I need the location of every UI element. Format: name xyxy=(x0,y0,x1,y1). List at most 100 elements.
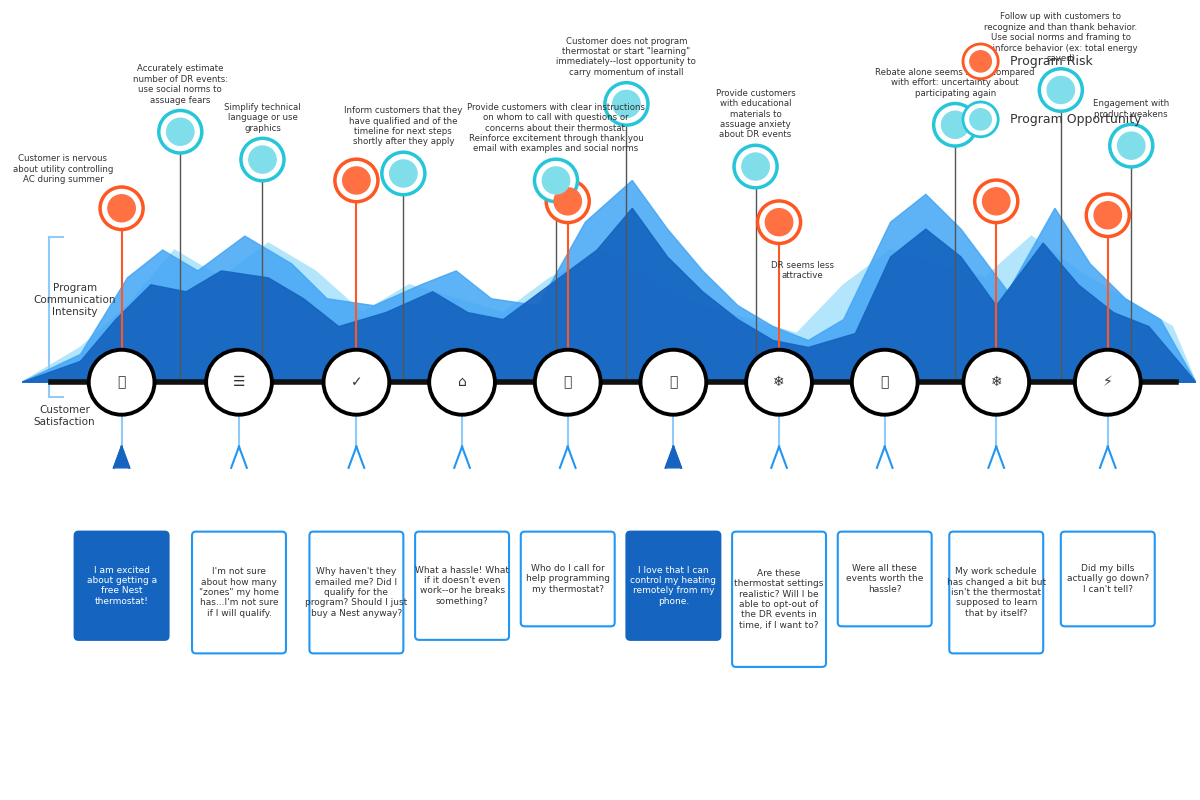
FancyBboxPatch shape xyxy=(310,532,403,654)
Circle shape xyxy=(546,180,589,222)
Text: Provide customers with clear instructions
on whom to call with questions or
conc: Provide customers with clear instruction… xyxy=(467,102,644,154)
Circle shape xyxy=(974,180,1018,222)
Polygon shape xyxy=(22,181,1196,382)
FancyBboxPatch shape xyxy=(521,532,614,626)
Text: I am excited
about getting a
free Nest
thermostat!: I am excited about getting a free Nest t… xyxy=(86,566,157,606)
Circle shape xyxy=(1110,124,1153,167)
Circle shape xyxy=(324,350,389,414)
Text: Are these
thermostat settings
realistic? Will I be
able to opt-out of
the DR eve: Are these thermostat settings realistic?… xyxy=(734,569,823,630)
Text: Follow up with customers to
recognize and than thank behavior.
Use social norms : Follow up with customers to recognize an… xyxy=(984,12,1138,63)
Text: Did my bills
actually go down?
I can't tell?: Did my bills actually go down? I can't t… xyxy=(1067,564,1148,594)
Circle shape xyxy=(934,103,977,146)
Circle shape xyxy=(852,350,918,414)
Text: ⚡: ⚡ xyxy=(1103,375,1112,390)
Text: ⌂: ⌂ xyxy=(457,375,467,390)
FancyBboxPatch shape xyxy=(415,532,509,640)
Text: Rebate alone seems small compared
with effort: uncertainty about
participating a: Rebate alone seems small compared with e… xyxy=(876,68,1034,98)
Circle shape xyxy=(343,167,370,194)
Circle shape xyxy=(605,82,648,125)
Circle shape xyxy=(248,146,276,173)
FancyBboxPatch shape xyxy=(838,532,931,626)
Text: 💲: 💲 xyxy=(881,375,889,390)
FancyBboxPatch shape xyxy=(949,532,1043,654)
Circle shape xyxy=(641,350,707,414)
Polygon shape xyxy=(560,446,576,468)
Polygon shape xyxy=(455,446,470,468)
Text: Simplify technical
language or use
graphics: Simplify technical language or use graph… xyxy=(224,102,301,133)
Circle shape xyxy=(983,188,1010,215)
Circle shape xyxy=(1117,132,1145,159)
Circle shape xyxy=(962,102,998,137)
Text: What a hassle! What
if it doesn't even
work--or he breaks
something?: What a hassle! What if it doesn't even w… xyxy=(415,566,509,606)
Circle shape xyxy=(158,110,202,153)
Text: Program Opportunity: Program Opportunity xyxy=(1010,113,1141,126)
Circle shape xyxy=(962,44,998,78)
Polygon shape xyxy=(22,236,1196,382)
Polygon shape xyxy=(666,446,682,468)
Text: Inform customers that they
have qualified and of the
timeline for next steps
sho: Inform customers that they have qualifie… xyxy=(344,106,462,146)
Polygon shape xyxy=(877,446,893,468)
Text: Program
Communication
Intensity: Program Communication Intensity xyxy=(34,283,116,317)
Polygon shape xyxy=(989,446,1004,468)
Text: ☰: ☰ xyxy=(233,375,245,390)
Text: ✓: ✓ xyxy=(350,375,362,390)
Circle shape xyxy=(390,160,418,187)
Circle shape xyxy=(1075,350,1141,414)
Polygon shape xyxy=(232,446,247,468)
Text: I love that I can
control my heating
remotely from my
phone.: I love that I can control my heating rem… xyxy=(630,566,716,606)
Circle shape xyxy=(734,146,778,188)
Circle shape xyxy=(970,50,991,72)
Polygon shape xyxy=(114,446,130,468)
Circle shape xyxy=(1094,202,1122,229)
Text: Accurately estimate
number of DR events:
use social norms to
assuage fears: Accurately estimate number of DR events:… xyxy=(133,65,228,105)
FancyBboxPatch shape xyxy=(732,532,826,667)
Circle shape xyxy=(746,350,812,414)
Circle shape xyxy=(167,118,194,146)
Text: DR seems less
attractive: DR seems less attractive xyxy=(772,261,834,280)
Circle shape xyxy=(430,350,494,414)
Circle shape xyxy=(766,209,793,236)
Text: Customer is nervous
about utility controlling
AC during summer: Customer is nervous about utility contro… xyxy=(13,154,113,184)
Circle shape xyxy=(100,187,143,230)
Text: My work schedule
has changed a bit but
isn't the thermostat
supposed to learn
th: My work schedule has changed a bit but i… xyxy=(947,567,1046,618)
Circle shape xyxy=(1039,69,1082,111)
Circle shape xyxy=(535,350,601,414)
FancyBboxPatch shape xyxy=(192,532,286,654)
FancyBboxPatch shape xyxy=(74,532,168,640)
Text: ❄: ❄ xyxy=(990,375,1002,390)
Circle shape xyxy=(335,159,378,202)
Circle shape xyxy=(942,111,968,138)
Circle shape xyxy=(1086,194,1129,237)
Circle shape xyxy=(554,188,582,215)
Polygon shape xyxy=(772,446,787,468)
FancyBboxPatch shape xyxy=(1061,532,1154,626)
Text: Customer
Satisfaction: Customer Satisfaction xyxy=(34,406,95,427)
Text: Who do I call for
help programming
my thermostat?: Who do I call for help programming my th… xyxy=(526,564,610,594)
Polygon shape xyxy=(1100,446,1116,468)
Circle shape xyxy=(206,350,272,414)
Text: Engagement with
product weakens: Engagement with product weakens xyxy=(1093,99,1169,118)
Text: Customer does not program
thermostat or start "learning"
immediately--lost oppor: Customer does not program thermostat or … xyxy=(557,37,696,77)
Polygon shape xyxy=(348,446,365,468)
Text: 📢: 📢 xyxy=(118,375,126,390)
Circle shape xyxy=(89,350,155,414)
Text: 💬: 💬 xyxy=(564,375,572,390)
Polygon shape xyxy=(22,208,1196,382)
Circle shape xyxy=(970,109,991,130)
Circle shape xyxy=(742,153,769,180)
FancyBboxPatch shape xyxy=(626,532,720,640)
Text: Why haven't they
emailed me? Did I
qualify for the
program? Should I just
buy a : Why haven't they emailed me? Did I quali… xyxy=(305,567,408,618)
Text: ❄: ❄ xyxy=(773,375,785,390)
Text: ⏻: ⏻ xyxy=(670,375,678,390)
Circle shape xyxy=(534,159,577,202)
Text: Program Risk: Program Risk xyxy=(1010,55,1093,68)
Circle shape xyxy=(542,167,570,194)
Text: Were all these
events worth the
hassle?: Were all these events worth the hassle? xyxy=(846,564,924,594)
Circle shape xyxy=(964,350,1030,414)
Text: I'm not sure
about how many
"zones" my home
has...I'm not sure
if I will qualify: I'm not sure about how many "zones" my h… xyxy=(199,567,278,618)
Circle shape xyxy=(108,194,136,222)
Circle shape xyxy=(382,152,425,194)
Circle shape xyxy=(1048,77,1074,103)
Text: Provide customers
with educational
materials to
assuage anxiety
about DR events: Provide customers with educational mater… xyxy=(715,89,796,139)
Circle shape xyxy=(613,90,640,118)
